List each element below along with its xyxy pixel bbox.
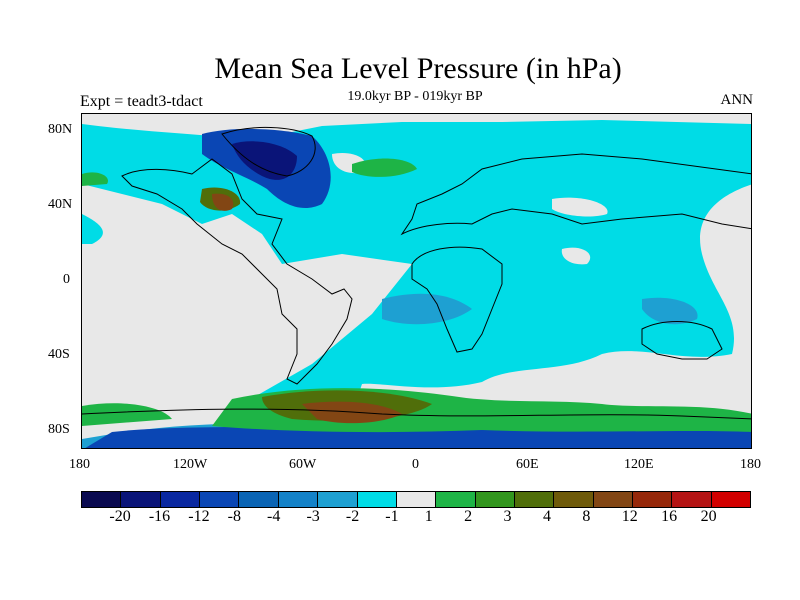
colorbar-label: 4 [542, 508, 551, 525]
colorbar-label: 2 [464, 508, 473, 525]
lon-tick-120w: 120W [173, 457, 208, 472]
colorbar-swatch [554, 492, 594, 507]
colorbar [81, 491, 751, 508]
colorbar-swatch [318, 492, 358, 507]
colorbar-label: -3 [306, 508, 320, 525]
lon-tick-0: 0 [412, 457, 419, 472]
colorbar-swatch [200, 492, 240, 507]
colorbar-label: 12 [621, 508, 638, 525]
colorbar-swatch [239, 492, 279, 507]
colorbar-label: -4 [267, 508, 281, 525]
lon-tick-120e: 120E [624, 457, 654, 472]
colorbar-label: 3 [503, 508, 512, 525]
colorbar-swatch [436, 492, 476, 507]
colorbar-swatch [357, 492, 397, 507]
colorbar-label: 16 [661, 508, 678, 525]
colorbar-swatch [278, 492, 319, 507]
coastlines [82, 127, 751, 420]
lat-tick-80n: 80N [48, 122, 73, 137]
colorbar-label: 8 [582, 508, 591, 525]
anomaly-fill-navy [232, 141, 297, 180]
colorbar-swatch [475, 492, 515, 507]
lon-tick-180e: 180 [740, 457, 761, 472]
colorbar-label: -16 [148, 508, 171, 525]
colorbar-label: 20 [700, 508, 717, 525]
colorbar-swatch [160, 492, 201, 507]
colorbar-label: -12 [188, 508, 210, 525]
colorbar-swatch [396, 492, 437, 507]
colorbar-label: -1 [385, 508, 399, 525]
lat-tick-0: 0 [63, 272, 70, 287]
lat-tick-40s: 40S [48, 347, 70, 362]
colorbar-swatch [711, 492, 751, 507]
map-title: Mean Sea Level Pressure (in hPa) [214, 52, 622, 85]
colorbar-label: -20 [109, 508, 131, 525]
season-label: ANN [720, 92, 754, 108]
lat-tick-80s: 80S [48, 422, 70, 437]
lat-tick-40n: 40N [48, 197, 73, 212]
map-panel [81, 113, 752, 449]
lon-tick-60e: 60E [516, 457, 539, 472]
colorbar-swatch [514, 492, 555, 507]
anomaly-fill-cyan [82, 120, 751, 414]
colorbar-swatch [82, 492, 122, 507]
colorbar-label: -2 [345, 508, 360, 525]
lon-tick-60w: 60W [289, 457, 317, 472]
colorbar-swatch [593, 492, 634, 507]
colorbar-label: -8 [227, 508, 241, 525]
period-label: 19.0kyr BP - 019kyr BP [347, 89, 483, 104]
colorbar-swatch [672, 492, 712, 507]
colorbar-swatch [121, 492, 161, 507]
colorbar-swatch [633, 492, 673, 507]
pressure-anomaly-map [82, 120, 751, 448]
lon-tick-180w: 180 [69, 457, 90, 472]
colorbar-label: 1 [424, 508, 433, 525]
experiment-label: Expt = teadt3-tdact [80, 93, 203, 110]
